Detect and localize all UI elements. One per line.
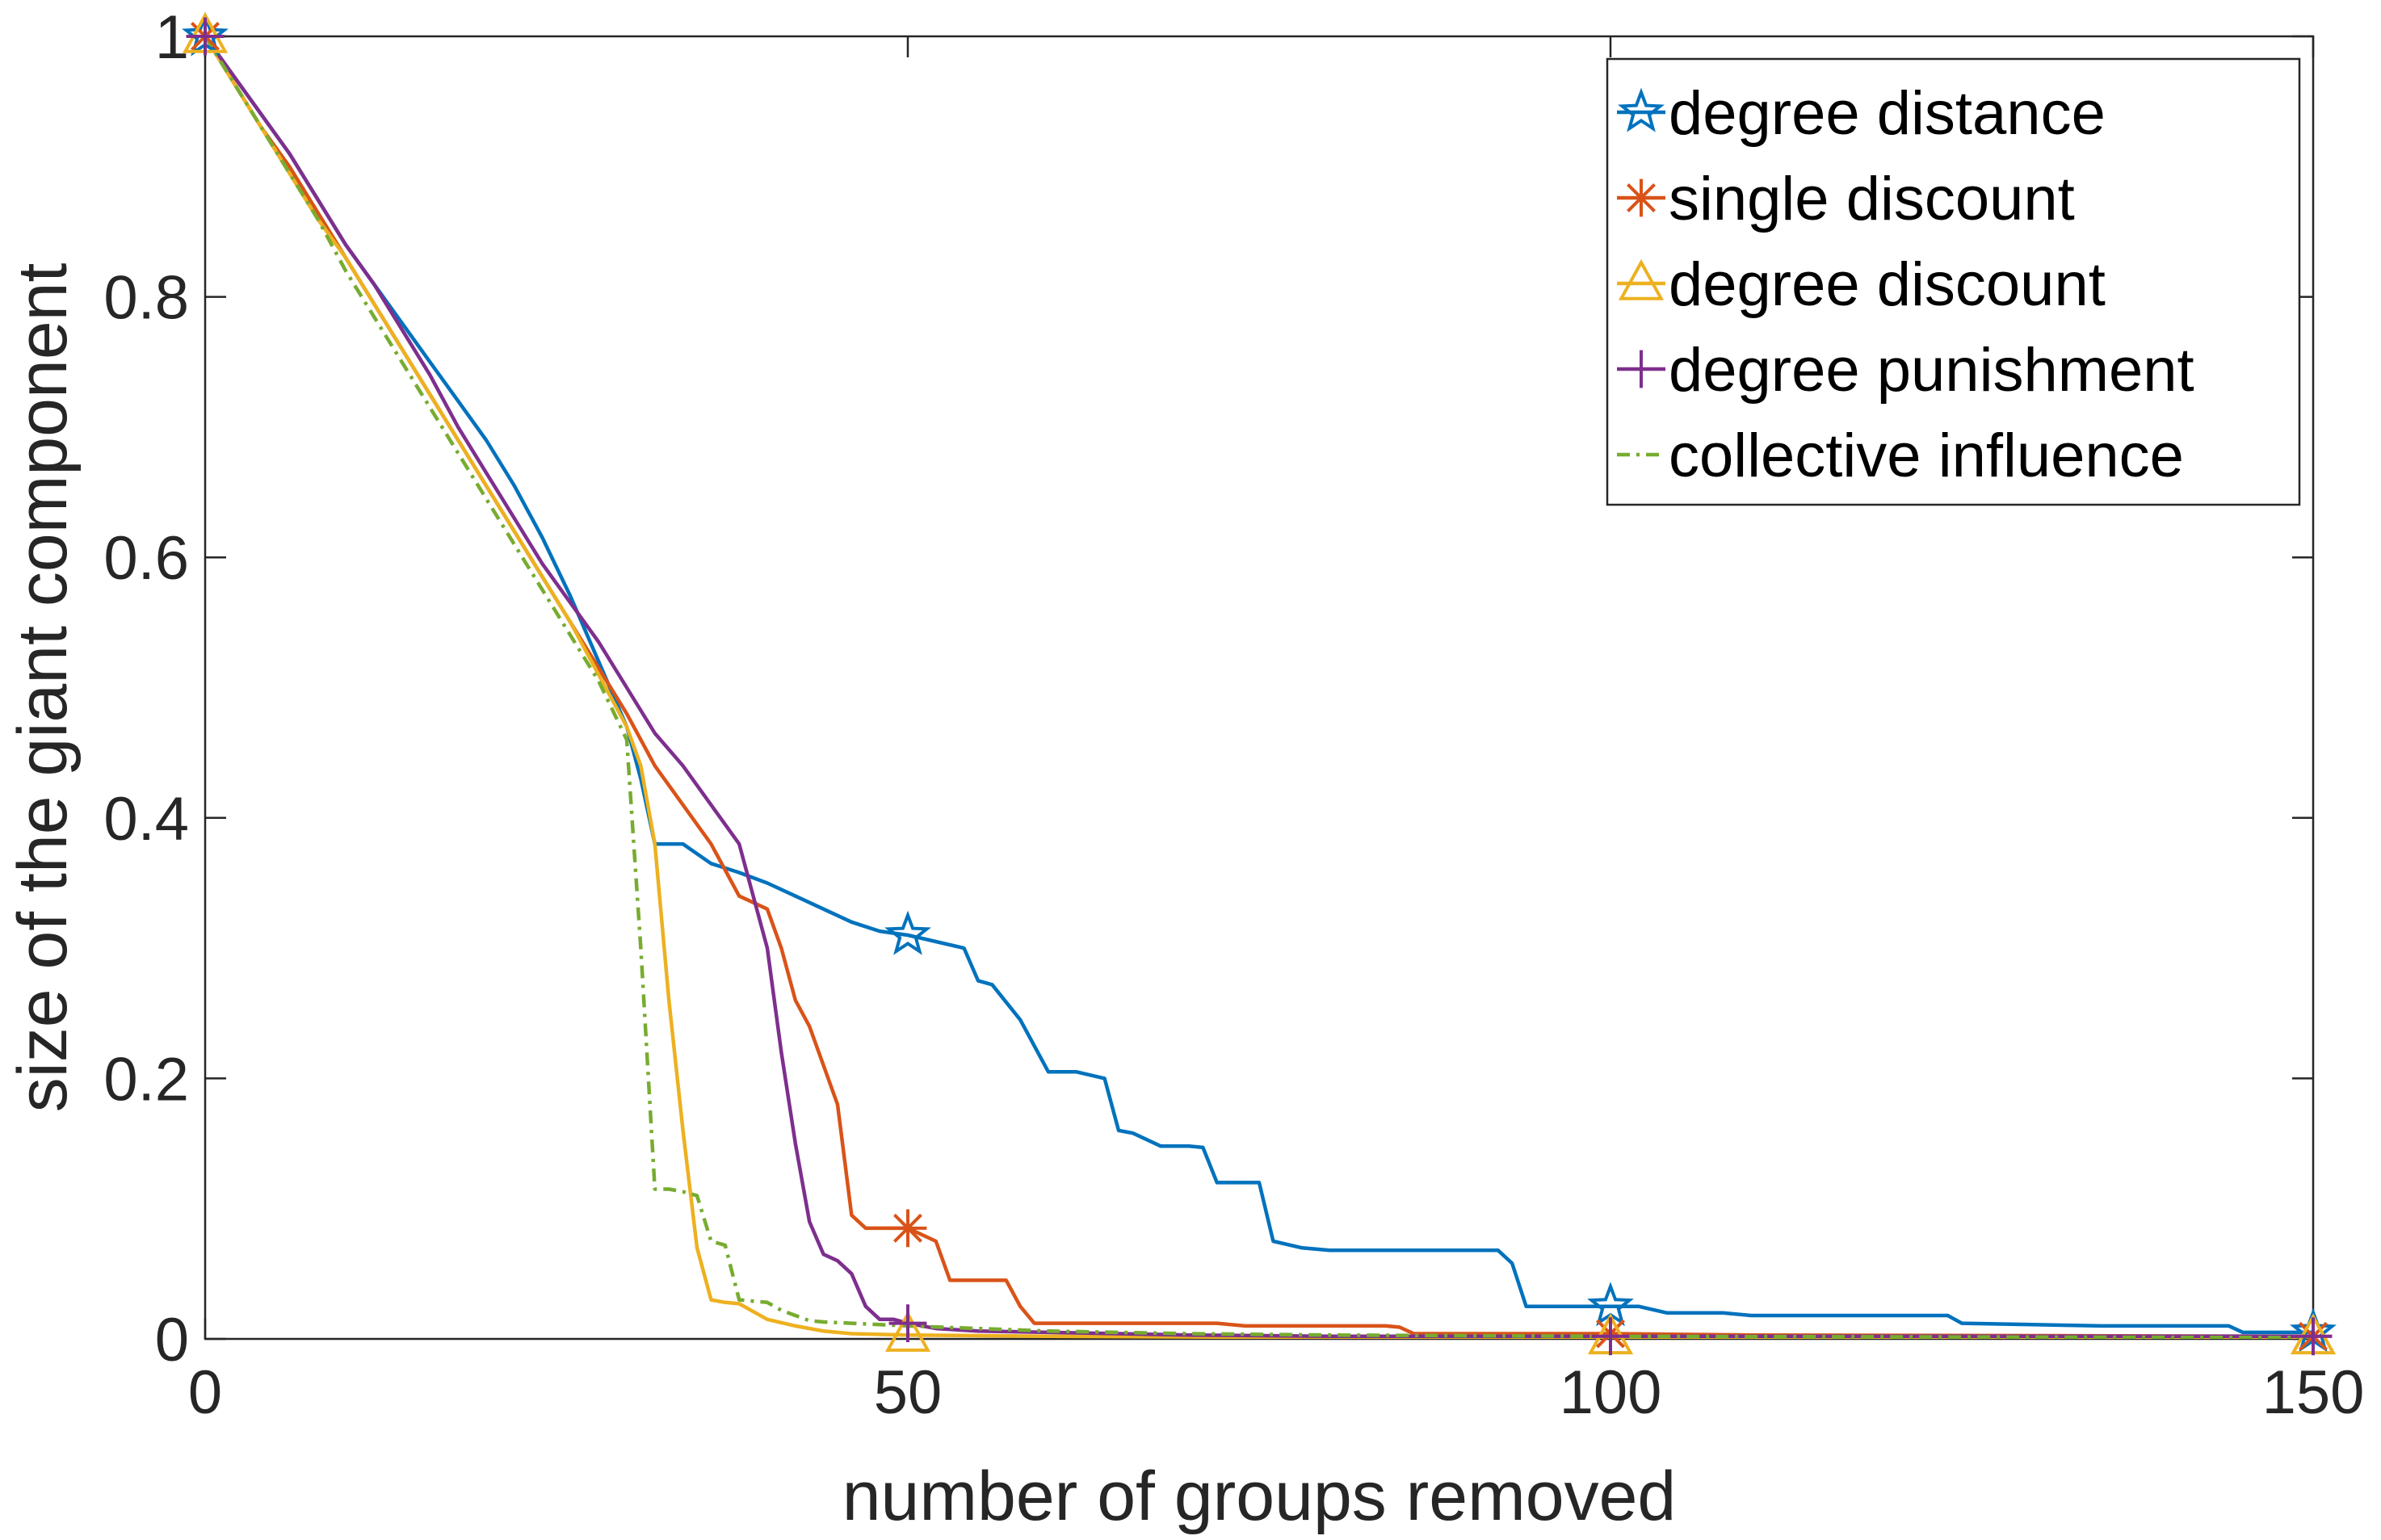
- axes: 0 50 100 150 0 0.2 0.4 0.6 0.8 1 number of groups …: [4, 3, 2364, 1535]
- x-tick-label: 100: [1560, 1358, 1662, 1427]
- triangle-marker-shape: [1618, 258, 1665, 300]
- series-layer: [205, 36, 2313, 1339]
- legend-label: degree discount: [1669, 250, 2106, 319]
- y-tick-label: 0.6: [103, 524, 189, 593]
- asterisk-marker-stroke: [1627, 183, 1656, 212]
- legend-entry: degree discount: [1617, 250, 2106, 319]
- series-line-degree-punishment: [205, 36, 2313, 1339]
- legend-marker: [1622, 350, 1661, 388]
- x-axis-title: number of groups removed: [842, 1458, 1677, 1535]
- y-tick-label: 0: [155, 1306, 189, 1374]
- legend-entry: collective influence: [1617, 422, 2184, 490]
- y-axis-title: size of the giant component: [4, 263, 82, 1113]
- triangle-marker-shape: [884, 1311, 931, 1352]
- asterisk-marker-stroke: [893, 1213, 922, 1243]
- legend-entry: degree punishment: [1617, 336, 2194, 405]
- legend-entry: degree distance: [1617, 79, 2106, 148]
- legend-box: [1606, 57, 2301, 506]
- y-tick-label: 0.2: [103, 1045, 189, 1114]
- series-line-degree-distance: [205, 36, 2313, 1335]
- data-point-degree-punishment: [2294, 1317, 2333, 1356]
- legend-marker: [1618, 87, 1665, 132]
- legend-label: single discount: [1669, 165, 2075, 233]
- x-tick-label: 0: [188, 1358, 222, 1427]
- x-tick-label: 150: [2262, 1358, 2365, 1427]
- data-point-degree-punishment: [186, 17, 225, 56]
- data-point-single-discount: [888, 1209, 927, 1248]
- legend-label: degree distance: [1669, 79, 2106, 148]
- legend-marker: [1618, 258, 1665, 300]
- data-point-degree-distance: [884, 910, 931, 955]
- legend-entry: single discount: [1617, 165, 2075, 233]
- legend-label: degree punishment: [1669, 336, 2194, 405]
- series-line-degree-discount: [205, 36, 2313, 1339]
- data-point-degree-discount: [884, 1311, 931, 1352]
- star-marker-shape: [884, 910, 931, 955]
- legend-marker: [1622, 178, 1661, 217]
- legend-label: collective influence: [1669, 422, 2184, 490]
- y-tick-label: 0.4: [103, 785, 189, 854]
- legend: degree distance single discount degree dis…: [1606, 57, 2301, 506]
- x-tick-label: 50: [874, 1358, 943, 1427]
- star-marker-shape: [1618, 87, 1665, 132]
- y-tick-label: 0.8: [103, 264, 189, 333]
- marker-layer: [182, 11, 2337, 1356]
- y-tick-label: 1: [155, 3, 189, 72]
- series-line-collective-influence: [205, 36, 2313, 1339]
- data-point-degree-punishment: [1591, 1317, 1630, 1356]
- data-point-degree-punishment: [888, 1304, 927, 1343]
